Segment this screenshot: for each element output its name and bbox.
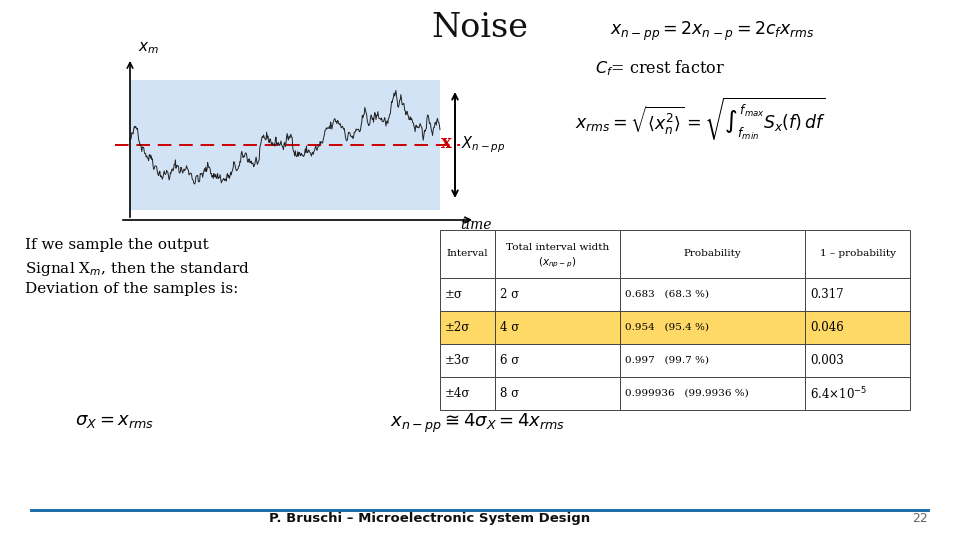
Bar — [440, 311, 495, 344]
Text: $C_f$= crest factor: $C_f$= crest factor — [595, 58, 725, 78]
Text: 0.683   (68.3 %): 0.683 (68.3 %) — [625, 290, 709, 299]
Text: 0.954   (95.4 %): 0.954 (95.4 %) — [625, 323, 709, 332]
Bar — [805, 377, 910, 410]
Text: Probability: Probability — [684, 249, 741, 259]
Bar — [805, 278, 910, 311]
Bar — [805, 230, 910, 278]
Text: Noise: Noise — [431, 12, 529, 44]
Text: x: x — [442, 134, 452, 152]
Bar — [30, 509, 930, 512]
Text: 6 σ: 6 σ — [500, 354, 519, 367]
Bar — [130, 80, 440, 210]
Bar — [440, 278, 495, 311]
Bar — [495, 230, 620, 278]
Text: 22: 22 — [912, 512, 928, 525]
Bar — [805, 344, 910, 377]
Text: 0.999936   (99.9936 %): 0.999936 (99.9936 %) — [625, 389, 749, 398]
Bar — [495, 311, 620, 344]
Text: 0.317: 0.317 — [810, 288, 844, 301]
Text: $x_{n-pp} = 2x_{n-p} = 2c_f x_{rms}$: $x_{n-pp} = 2x_{n-p} = 2c_f x_{rms}$ — [610, 20, 815, 43]
Text: ±σ: ±σ — [445, 288, 463, 301]
Text: 8 σ: 8 σ — [500, 387, 519, 400]
Text: Total interval width: Total interval width — [506, 242, 610, 252]
Text: P. Bruschi – Microelectronic System Design: P. Bruschi – Microelectronic System Desi… — [270, 512, 590, 525]
Text: 4 σ: 4 σ — [500, 321, 519, 334]
Text: Interval: Interval — [446, 249, 489, 259]
Bar — [620, 377, 805, 410]
Text: 2 σ: 2 σ — [500, 288, 519, 301]
Bar — [495, 344, 620, 377]
Text: ±4σ: ±4σ — [445, 387, 470, 400]
Text: $x_m$: $x_m$ — [138, 40, 159, 56]
Text: 0.046: 0.046 — [810, 321, 844, 334]
Text: 0.003: 0.003 — [810, 354, 844, 367]
Text: If we sample the output: If we sample the output — [25, 238, 208, 252]
Text: 6.4×10$^{-5}$: 6.4×10$^{-5}$ — [810, 385, 867, 402]
Bar — [440, 230, 495, 278]
Bar — [620, 230, 805, 278]
Bar — [620, 311, 805, 344]
Bar — [495, 377, 620, 410]
Text: 0.997   (99.7 %): 0.997 (99.7 %) — [625, 356, 709, 365]
Text: $\sigma_X = x_{rms}$: $\sigma_X = x_{rms}$ — [75, 412, 154, 430]
Bar — [440, 377, 495, 410]
Text: time: time — [460, 218, 492, 232]
Text: Deviation of the samples is:: Deviation of the samples is: — [25, 282, 238, 296]
Text: $X_{n-pp}$: $X_{n-pp}$ — [461, 134, 505, 156]
Text: Signal X$_m$, then the standard: Signal X$_m$, then the standard — [25, 260, 250, 278]
Bar — [620, 278, 805, 311]
Text: $x_{rms} = \sqrt{\langle x_n^2 \rangle} = \sqrt{\int_{f_{min}}^{f_{max}} S_x(f)\: $x_{rms} = \sqrt{\langle x_n^2 \rangle} … — [575, 95, 826, 142]
Bar — [805, 311, 910, 344]
Text: $x_{n-pp} \cong 4\sigma_X = 4x_{rms}$: $x_{n-pp} \cong 4\sigma_X = 4x_{rms}$ — [390, 412, 565, 435]
Bar — [495, 278, 620, 311]
Bar — [440, 344, 495, 377]
Text: ±3σ: ±3σ — [445, 354, 470, 367]
Bar — [620, 344, 805, 377]
Text: $(x_{np-p})$: $(x_{np-p})$ — [539, 256, 577, 270]
Text: ±2σ: ±2σ — [445, 321, 470, 334]
Text: 1 – probability: 1 – probability — [820, 249, 896, 259]
